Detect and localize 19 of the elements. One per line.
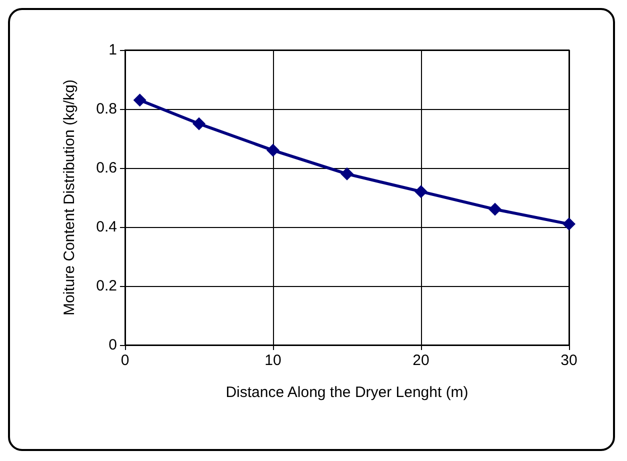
y-tick-label: 0.4 [96,218,117,236]
point [133,94,146,107]
point [266,144,280,157]
point [340,167,354,180]
y-tick-label: 0.8 [96,100,117,118]
point [488,202,502,216]
y-axis-title: Moiture Content Distribution (kg/kg) [61,80,78,316]
point [414,185,428,198]
point [562,218,576,231]
point [192,117,206,130]
x-tick-label: 20 [412,352,430,369]
y-tick-label: 0.2 [96,278,117,294]
y-tick-label: 0.6 [96,160,117,176]
y-tick-label: 0 [108,336,117,354]
x-tick-label: 0 [120,352,130,369]
x-tick-label: 10 [264,352,282,369]
x-tick-label: 30 [560,352,578,369]
x-axis-title: Distance Along the Dryer Lenght (m) [226,384,468,401]
y-tick-label: 1 [108,42,117,58]
